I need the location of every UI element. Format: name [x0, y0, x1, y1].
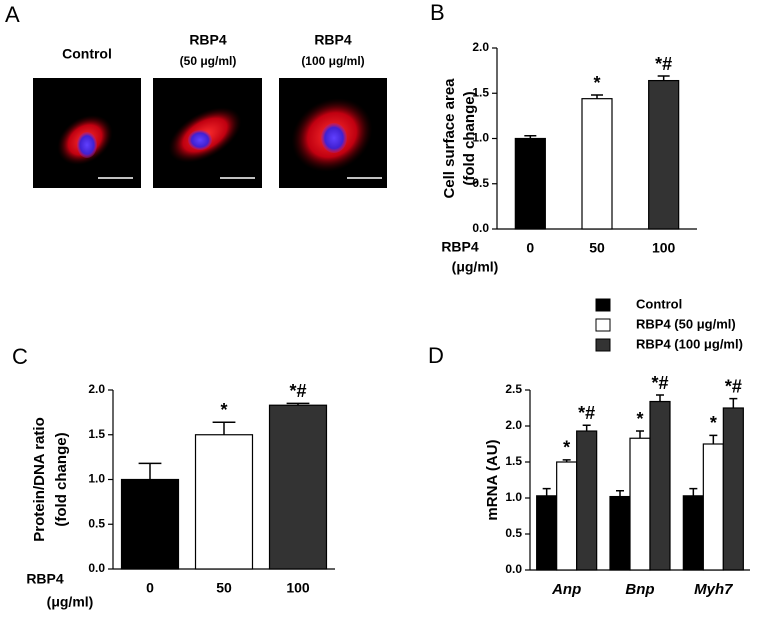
y-tick-label: 2.0 [505, 418, 522, 432]
error-bar [582, 424, 591, 432]
error-bar [524, 135, 537, 139]
y-tick-label: 0.5 [505, 526, 522, 540]
significance-label: * [220, 400, 227, 420]
y-axis-label: (fold change) [461, 91, 478, 185]
legend-swatch [595, 338, 611, 352]
bar [702, 443, 724, 571]
bar [722, 407, 744, 571]
x-tick-label: 50 [216, 580, 232, 596]
legend-label: Control [636, 296, 682, 311]
bar [609, 495, 631, 571]
x-tick-label: 100 [652, 240, 676, 256]
x-tick-label: Myh7 [694, 581, 733, 598]
significance-label: * [593, 73, 600, 93]
panel-label: C [12, 344, 28, 369]
x-tick-label: Anp [551, 581, 581, 598]
y-tick-label: 0.0 [505, 562, 522, 576]
error-bar [212, 421, 236, 435]
bar [556, 461, 578, 571]
error-bar [636, 430, 644, 439]
image-subtitle: (100 μg/ml) [301, 54, 364, 68]
significance-label: * [636, 409, 643, 429]
significance-label: *# [651, 373, 668, 393]
x-tick-label: 0 [526, 240, 534, 256]
x-tick-label: 100 [286, 580, 310, 596]
bar [536, 495, 558, 571]
significance-label: *# [725, 376, 742, 396]
micrograph [279, 78, 387, 188]
micrograph [33, 78, 141, 188]
y-axis-label: Protein/DNA ratio [31, 417, 48, 541]
x-tick-label: 0 [146, 580, 154, 596]
y-tick-label: 2.0 [88, 382, 105, 396]
image-title: RBP4 [314, 32, 352, 48]
y-tick-label: 0.0 [88, 561, 105, 575]
bar [194, 434, 254, 570]
y-tick-label: 1.0 [472, 131, 489, 145]
x-axis-label: (μg/ml) [47, 594, 94, 610]
y-tick-label: 0.0 [472, 221, 489, 235]
error-bar [286, 402, 310, 406]
significance-label: * [710, 413, 717, 433]
micrograph [153, 78, 262, 188]
significance-label: *# [655, 54, 672, 74]
image-title: Control [62, 46, 112, 62]
bar [649, 400, 671, 571]
legend-swatch [595, 298, 611, 312]
panel-label: D [428, 343, 444, 368]
error-bar [689, 487, 698, 496]
error-bar [616, 490, 624, 497]
error-bar [138, 462, 162, 480]
y-tick-label: 2.5 [505, 382, 522, 396]
error-bar [729, 397, 738, 408]
bar [581, 98, 613, 230]
significance-label: *# [289, 381, 306, 401]
error-bar [709, 434, 718, 444]
bar [268, 404, 328, 570]
significance-label: *# [578, 403, 595, 423]
y-tick-label: 0.5 [472, 176, 489, 190]
y-tick-label: 1.5 [88, 427, 105, 441]
panel-label: B [430, 0, 445, 25]
y-tick-label: 1.0 [505, 490, 522, 504]
y-axis-label: Cell surface area [441, 78, 458, 199]
y-axis-label: (fold change) [53, 432, 70, 526]
legend-swatch [595, 318, 611, 332]
x-axis-label: RBP4 [26, 571, 64, 587]
bar [648, 79, 680, 230]
panel-label: A [5, 2, 20, 27]
legend-label: RBP4 (100 μg/ml) [636, 336, 743, 351]
error-bar [657, 75, 670, 81]
y-tick-label: 1.5 [505, 454, 522, 468]
error-bar [542, 487, 551, 496]
y-tick-label: 1.0 [88, 472, 105, 486]
bar [514, 137, 546, 230]
x-tick-label: 50 [589, 240, 605, 256]
bar [120, 478, 180, 570]
legend-label: RBP4 (50 μg/ml) [636, 316, 736, 331]
image-title: RBP4 [189, 32, 227, 48]
error-bar [656, 394, 664, 402]
error-bar [562, 459, 571, 462]
image-subtitle: (50 μg/ml) [180, 54, 237, 68]
bar [682, 495, 704, 571]
bar [629, 437, 651, 571]
error-bar [591, 94, 603, 99]
y-tick-label: 1.5 [472, 85, 489, 99]
y-tick-label: 0.5 [88, 516, 105, 530]
y-axis-label: mRNA (AU) [484, 439, 501, 520]
bar [576, 430, 598, 571]
x-axis-label: RBP4 [441, 239, 479, 255]
x-tick-label: Bnp [625, 581, 654, 598]
y-tick-label: 2.0 [472, 40, 489, 54]
x-axis-label: (μg/ml) [452, 259, 499, 275]
significance-label: * [563, 438, 570, 458]
